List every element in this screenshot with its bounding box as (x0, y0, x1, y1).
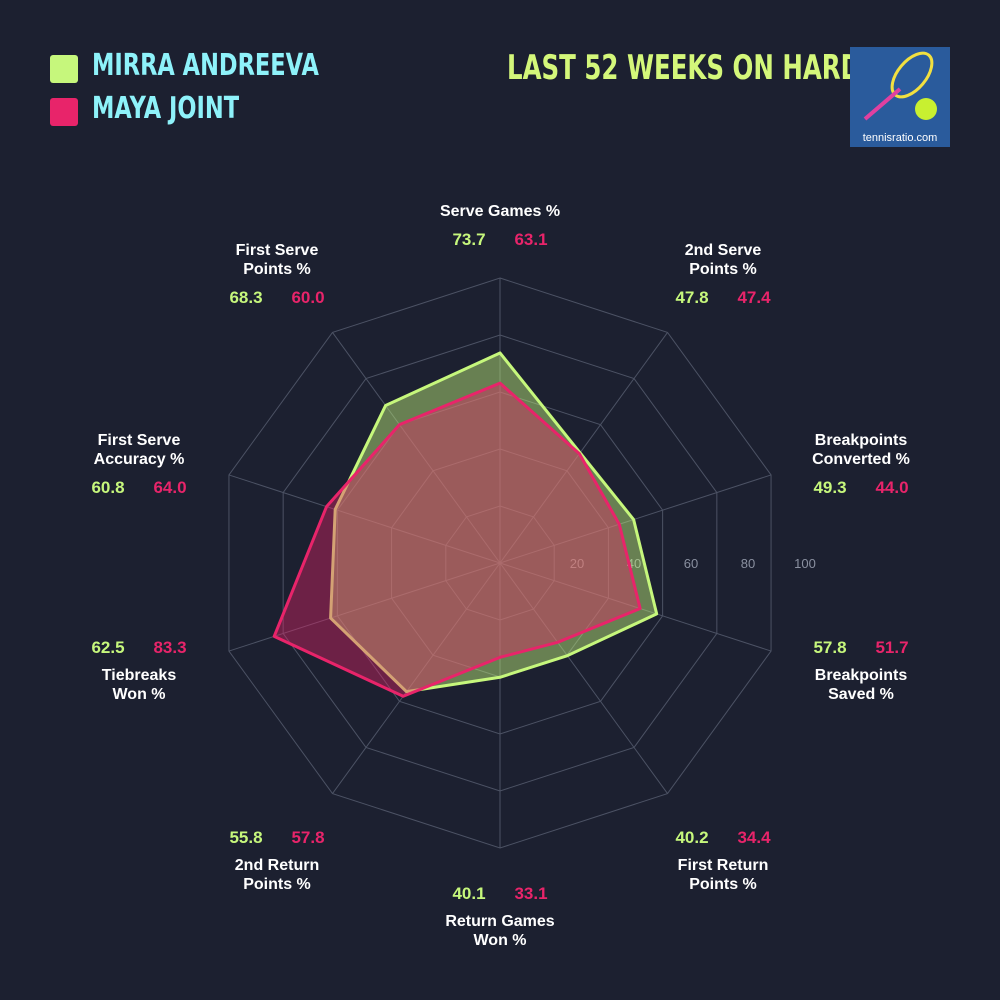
axis-label: Breakpoints Converted % (812, 432, 910, 468)
r-tick-label: 100 (794, 556, 816, 571)
value-label: 47.4 (737, 288, 771, 307)
axis-label: Tiebreaks Won % (101, 667, 177, 703)
legend-swatch (50, 55, 78, 83)
r-tick-label: 80 (741, 556, 755, 571)
spoke (499, 474, 772, 564)
logo-art (863, 51, 937, 121)
spoke (499, 562, 772, 652)
value-label: 73.7 (452, 230, 486, 249)
axis-label: First Return Points % (677, 857, 769, 893)
value-label: 68.3 (229, 288, 263, 307)
value-label: 40.2 (675, 828, 709, 847)
value-label: 49.3 (813, 478, 847, 497)
axis-label: 2nd Serve Points % (684, 242, 762, 278)
value-label: 33.1 (514, 884, 548, 903)
value-label: 63.1 (514, 230, 548, 249)
r-tick-label: 20 (570, 556, 584, 571)
spoke (332, 562, 501, 794)
value-label: 40.1 (452, 884, 486, 903)
logo: tennisratio.com (850, 47, 950, 147)
value-label: 34.4 (737, 828, 771, 847)
value-label: 62.5 (91, 638, 125, 657)
axis-label: Return Games Won % (445, 913, 555, 949)
logo-text: tennisratio.com (862, 132, 938, 144)
legend-swatch (50, 98, 78, 126)
axis-label: 2nd Return Points % (234, 857, 320, 893)
spoke (499, 562, 668, 794)
value-label: 51.7 (875, 638, 909, 657)
chart-title: LAST 52 WEEKS ON HARD (507, 48, 861, 88)
value-label: 57.8 (813, 638, 847, 657)
legend-label: MIRRA ANDREEVA (92, 48, 319, 83)
value-label: 57.8 (291, 828, 325, 847)
series-area (329, 351, 659, 694)
value-label: 60.8 (91, 478, 125, 497)
axis-label: First Serve Accuracy % (93, 432, 185, 468)
axis-label: First Serve Points % (235, 242, 319, 278)
legend-label: MAYA JOINT (92, 91, 240, 126)
series-area (272, 381, 642, 698)
spoke (499, 332, 668, 564)
r-tick-label: 60 (684, 556, 698, 571)
axis-label: Serve Games % (439, 203, 561, 220)
value-label: 55.8 (229, 828, 263, 847)
value-label: 44.0 (875, 478, 909, 497)
spoke (228, 474, 501, 564)
value-label: 83.3 (153, 638, 187, 657)
value-label: 60.0 (291, 288, 325, 307)
axis-label: Breakpoints Saved % (814, 667, 908, 703)
value-label: 64.0 (153, 478, 187, 497)
value-label: 47.8 (675, 288, 709, 307)
spoke (332, 332, 501, 564)
